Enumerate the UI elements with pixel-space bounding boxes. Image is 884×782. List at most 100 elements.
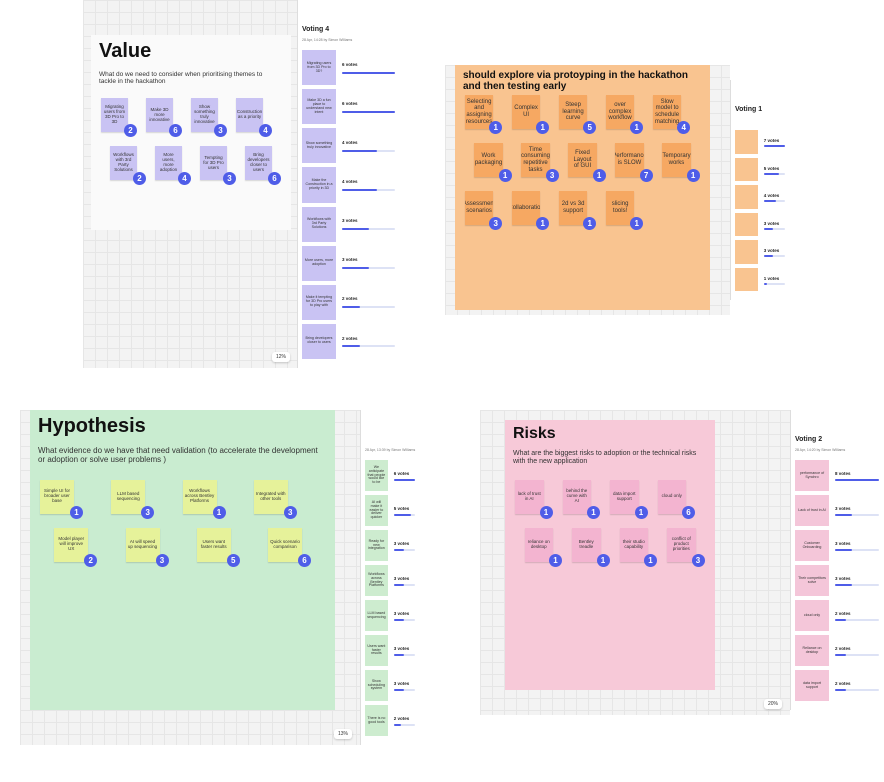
voting-note (735, 185, 758, 209)
voting-note: We anticipate that people would like to … (365, 460, 388, 491)
sticky-note: conflict of product priorities (667, 527, 696, 562)
vote-badge: 2 (133, 172, 146, 186)
frame-subtitle: What are the biggest risks to adoption o… (513, 450, 697, 466)
sticky-note: Quick scenario comparison (268, 527, 302, 562)
vote-count: 2 votes (835, 680, 851, 686)
voting-note: Users want faster results (365, 635, 388, 666)
sticky-note: Migrating users from 3D Pro to 3D (101, 98, 128, 133)
whiteboard: Risks What are the biggest risks to adopt… (480, 410, 790, 715)
voting-note (735, 212, 758, 236)
vote-bar (763, 200, 776, 203)
vote-count: 1 votes (763, 275, 780, 281)
voting-note: AI will make it easier to deliver quicke… (365, 495, 388, 526)
frame: Hypothesis What evidence do we have that … (30, 410, 335, 710)
sticky-note: LLM based sequencing (111, 479, 146, 514)
sticky-note: Time consuming repetitive tasks (521, 143, 550, 177)
sticky-note: Workflows with 3rd Party Solutions (110, 146, 137, 181)
voting-panel: Voting 1 7 votes 5 votes 4 votes 3 votes 3 vo… (730, 80, 790, 300)
vote-bar (835, 689, 846, 692)
voting-note: Workflows across Bentley Platforms (365, 565, 388, 596)
vote-badge: 1 (536, 121, 550, 134)
vote-count: 3 votes (393, 610, 410, 616)
sticky-note: Slow model to schedule matching (653, 95, 682, 129)
voting-meta: 28 Apr, 14:28 by Simon Williams (302, 38, 353, 42)
vote-badge: 1 (596, 553, 610, 567)
sticky-note: Selecting and assigning resources (465, 95, 494, 129)
vote-bar (835, 619, 846, 622)
vote-track (342, 267, 395, 270)
vote-count: 2 votes (393, 715, 410, 721)
vote-count: 3 votes (342, 257, 358, 263)
vote-badge: 1 (592, 169, 606, 182)
vote-bar (393, 549, 405, 552)
vote-count: 6 votes (393, 470, 410, 476)
vote-count: 4 votes (342, 179, 358, 185)
voting-note: Migrating users from 3D Pro to 3D? (302, 50, 336, 86)
sticky-note: Fixed Layout of GUI (568, 143, 597, 177)
voting-title: Voting 2 (795, 436, 823, 443)
frame: Value What do we need to consider when pr… (91, 35, 291, 230)
vote-track (393, 619, 415, 622)
vote-bar (342, 188, 378, 191)
vote-track (763, 227, 785, 230)
vote-badge: 6 (298, 553, 311, 567)
vote-badge: 3 (489, 217, 503, 230)
sticky-note: data import support (610, 479, 639, 514)
vote-bar (342, 267, 369, 270)
voting-note: Show scheduling system (365, 670, 388, 701)
vote-bar (763, 282, 767, 285)
frame-subtitle: What evidence do we have that need valid… (38, 446, 318, 465)
voting-note: Ready for new integration (365, 530, 388, 561)
sticky-note: Users want faster results (196, 527, 231, 562)
sticky-note: Steep learning curve (559, 95, 588, 129)
vote-track (835, 654, 879, 657)
voting-note (735, 157, 758, 181)
vote-badge: 3 (545, 169, 559, 182)
vote-track (393, 549, 415, 552)
vote-count: 3 votes (342, 218, 358, 224)
vote-track (763, 282, 785, 285)
sticky-note: Complex UI (512, 95, 541, 129)
voting-note: Bring developers closer to users (302, 323, 336, 359)
vote-badge: 6 (169, 124, 182, 138)
sticky-note: Model player will improve UX (54, 527, 89, 562)
sticky-note: over complex workflow (606, 95, 635, 129)
vote-badge: 1 (686, 169, 700, 182)
sticky-note: slicing tools! (606, 191, 635, 225)
vote-badge: 5 (583, 121, 597, 134)
vote-bar (342, 71, 395, 74)
voting-note: performance of Synchro (795, 460, 829, 491)
vote-count: 3 votes (393, 540, 410, 546)
vote-track (393, 689, 415, 692)
voting-note: Their competitors solve (795, 565, 829, 596)
vote-bar (763, 227, 773, 230)
vote-bar (342, 306, 360, 309)
whiteboard: Hypothesis What evidence do we have that … (20, 410, 360, 745)
sticky-note: More users, more adoption (155, 146, 182, 181)
frame-title: Hypothesis (38, 415, 146, 437)
voting-note (735, 240, 758, 264)
zoom-level: 12% (271, 352, 290, 362)
vote-bar (835, 549, 852, 552)
vote-bar (393, 479, 415, 482)
voting-note: Make 3D a fun place to understand new in… (302, 89, 336, 125)
vote-badge: 1 (630, 217, 644, 230)
frame-title: should explore via protoyping in the hac… (463, 70, 689, 92)
voting-note: More users, more adoption (302, 245, 336, 281)
vote-count: 2 votes (835, 610, 851, 616)
vote-bar (835, 654, 846, 657)
vote-count: 3 votes (763, 248, 780, 254)
vote-badge: 4 (259, 124, 272, 138)
vote-badge: 1 (549, 553, 562, 567)
vote-badge: 1 (634, 505, 648, 519)
vote-count: 3 votes (393, 575, 410, 581)
frame: should explore via protoyping in the hac… (455, 65, 710, 310)
vote-track (835, 584, 879, 587)
vote-track (835, 689, 879, 692)
frame: Risks What are the biggest risks to adopt… (505, 420, 715, 690)
sticky-note: lack of trust in AI (515, 479, 544, 514)
vote-count: 3 votes (835, 575, 851, 581)
vote-track (393, 584, 415, 587)
vote-bar (393, 584, 405, 587)
